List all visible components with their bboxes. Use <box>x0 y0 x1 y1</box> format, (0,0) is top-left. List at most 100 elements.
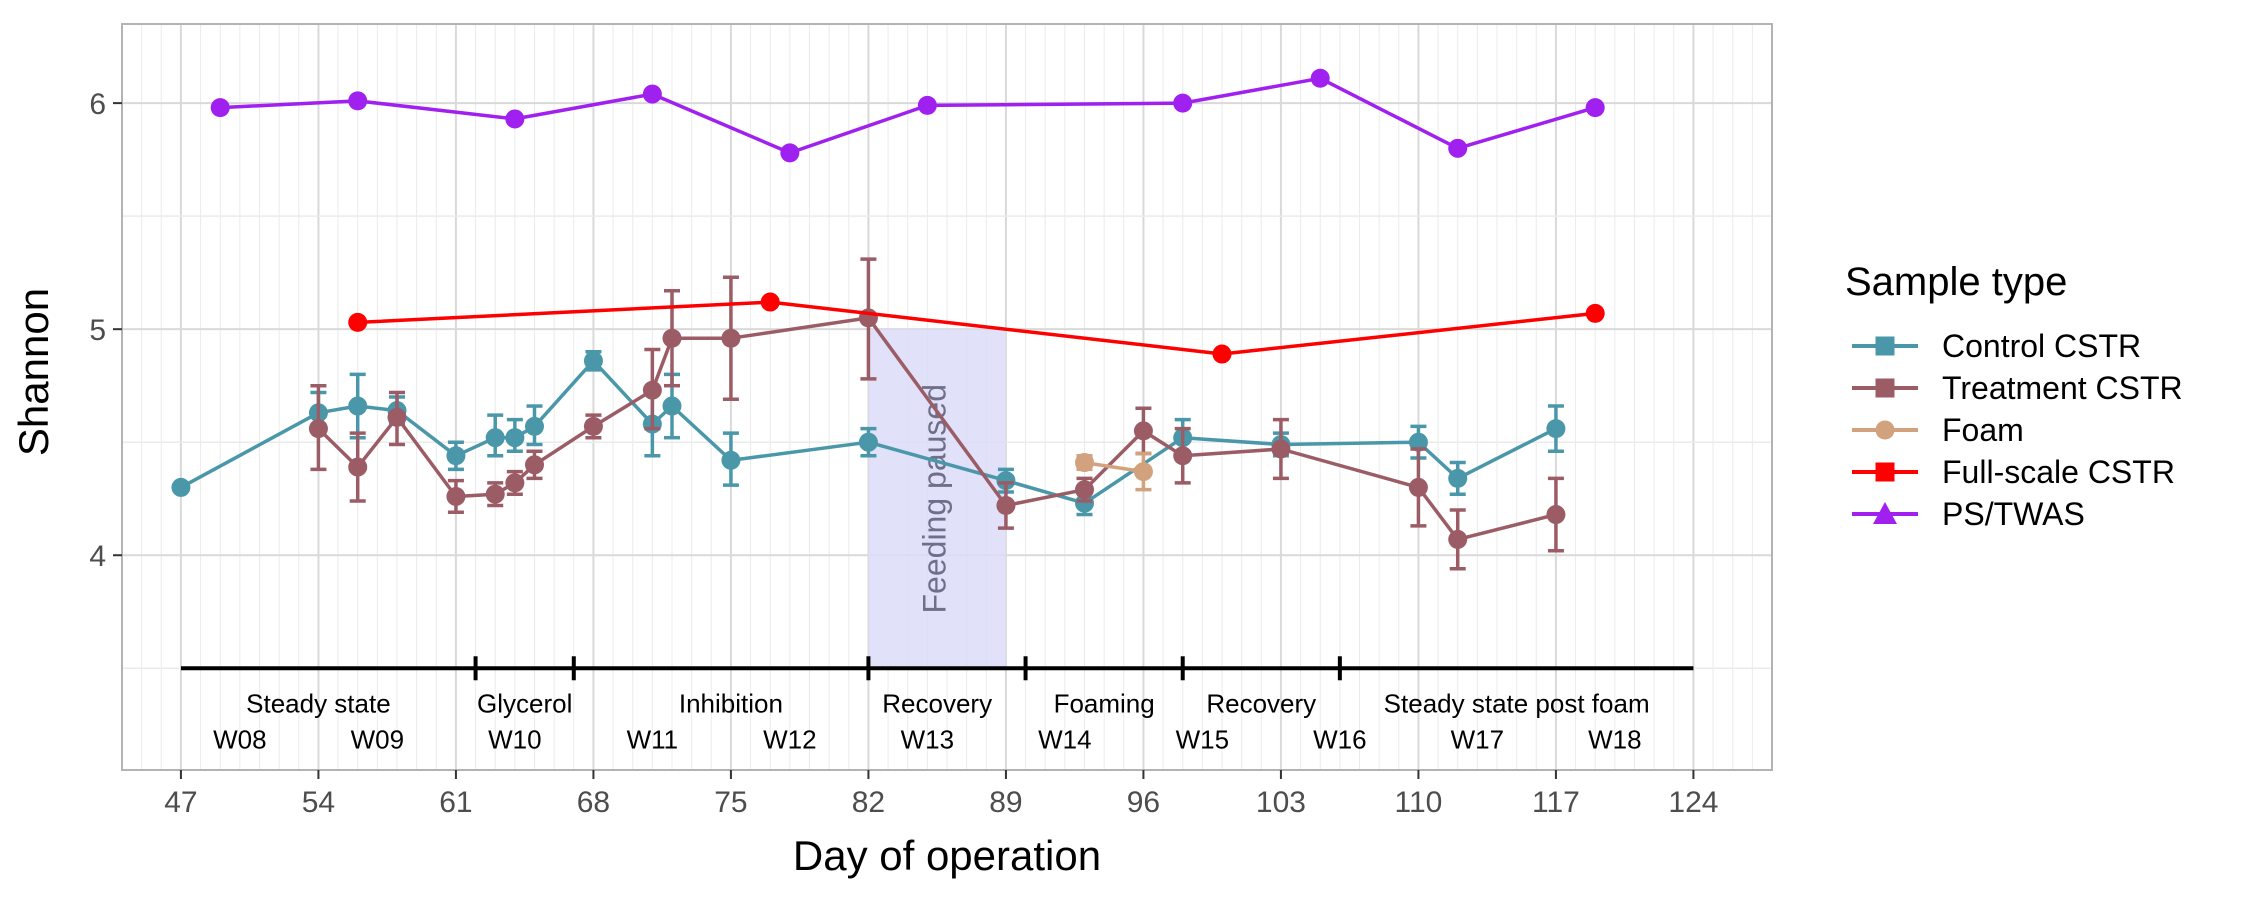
data-point <box>858 432 878 452</box>
data-point <box>171 477 191 497</box>
data-point <box>1212 344 1232 364</box>
feeding-paused-region: Feeding paused <box>868 329 1006 669</box>
data-point <box>583 416 603 436</box>
legend-label: Foam <box>1942 412 2024 448</box>
period-label: Foaming <box>1054 688 1155 718</box>
y-tick-label: 4 <box>89 540 106 573</box>
data-point <box>1075 480 1094 500</box>
data-point <box>780 143 800 163</box>
legend: Sample type Control CSTR Treatment CSTR Fo… <box>1845 260 2183 532</box>
week-label: W17 <box>1451 724 1504 754</box>
week-label: W08 <box>213 724 266 754</box>
data-point <box>505 473 525 493</box>
x-tick-label: 124 <box>1668 786 1718 819</box>
week-label: W16 <box>1313 724 1366 754</box>
data-point <box>662 396 682 416</box>
data-point <box>1585 98 1605 118</box>
data-point <box>505 109 525 129</box>
series-line <box>357 300 1596 356</box>
data-point <box>348 457 368 477</box>
data-point <box>917 95 937 115</box>
data-point <box>760 292 780 312</box>
legend-key-marker <box>1875 420 1895 440</box>
shaded-region-label: Feeding paused <box>917 384 953 614</box>
week-label: W15 <box>1176 724 1229 754</box>
data-point <box>348 312 368 332</box>
series-foam <box>1075 451 1153 492</box>
data-point <box>446 486 466 506</box>
data-point <box>1408 432 1428 452</box>
data-point <box>642 84 662 104</box>
data-point <box>1310 68 1330 88</box>
legend-key-marker <box>1875 462 1895 482</box>
week-label: W09 <box>351 724 404 754</box>
data-point <box>1448 529 1468 549</box>
series-line <box>180 359 1557 505</box>
x-tick-label: 96 <box>1127 786 1160 819</box>
data-point <box>1173 93 1193 113</box>
data-point <box>1133 462 1153 482</box>
data-point <box>721 328 741 348</box>
y-axis-title: Shannon <box>10 288 57 456</box>
legend-key-marker <box>1873 502 1897 524</box>
series-full-scale-cstr <box>348 292 1605 364</box>
operation-timeline: Steady state Glycerol Inhibition Recovery Fo… <box>180 656 1694 754</box>
data-point <box>1075 493 1094 513</box>
data-point <box>1408 477 1428 497</box>
x-tick-label: 110 <box>1395 786 1443 819</box>
data-point <box>1546 505 1566 525</box>
week-label: W18 <box>1588 724 1641 754</box>
x-tick-label: 89 <box>989 786 1022 819</box>
series-ps-twas <box>210 68 1605 163</box>
data-point <box>1448 138 1468 158</box>
x-tick-label: 61 <box>439 786 472 819</box>
data-point <box>642 380 662 400</box>
data-point <box>1271 439 1291 459</box>
week-label: W12 <box>763 724 816 754</box>
data-point <box>1585 303 1605 323</box>
week-label: W10 <box>488 724 541 754</box>
period-label: Inhibition <box>679 688 783 718</box>
data-point <box>996 496 1016 516</box>
x-tick-label: 54 <box>302 786 335 819</box>
legend-key-marker <box>1875 336 1895 356</box>
week-label: W13 <box>901 724 954 754</box>
data-point <box>387 407 407 427</box>
x-tick-label: 82 <box>852 786 885 819</box>
legend-title: Sample type <box>1845 260 2067 304</box>
legend-label: Full-scale CSTR <box>1942 454 2175 490</box>
period-label: Recovery <box>1206 688 1316 718</box>
data-point <box>1173 446 1193 466</box>
data-series <box>171 68 1605 571</box>
data-point <box>210 98 230 118</box>
x-tick-label: 103 <box>1256 786 1306 819</box>
x-tick-label: 68 <box>577 786 610 819</box>
data-point <box>583 351 603 371</box>
x-tick-label: 117 <box>1532 786 1580 819</box>
x-tick-label: 47 <box>164 786 197 819</box>
x-tick-label: 75 <box>714 786 747 819</box>
data-point <box>1448 468 1468 488</box>
data-point <box>485 484 505 504</box>
legend-label: PS/TWAS <box>1942 496 2085 532</box>
axes: 47 54 61 68 75 82 89 96 103 110 117 124 4 5 6 <box>89 88 1718 819</box>
week-label: W11 <box>627 724 679 754</box>
period-label: Glycerol <box>477 688 572 718</box>
data-point <box>996 471 1016 491</box>
data-point <box>446 446 466 466</box>
data-point <box>525 416 544 436</box>
data-point <box>721 450 741 470</box>
data-point <box>505 428 525 448</box>
series-line <box>220 76 1596 155</box>
legend-label: Treatment CSTR <box>1942 370 2183 406</box>
plot-panel-border <box>121 23 1773 771</box>
data-point <box>662 328 682 348</box>
data-point <box>348 91 368 111</box>
y-tick-label: 6 <box>89 88 106 121</box>
data-point <box>485 428 505 448</box>
period-label: Steady state <box>246 688 391 718</box>
data-point <box>1133 421 1153 441</box>
data-point <box>348 396 368 416</box>
y-tick-label: 5 <box>89 314 106 347</box>
